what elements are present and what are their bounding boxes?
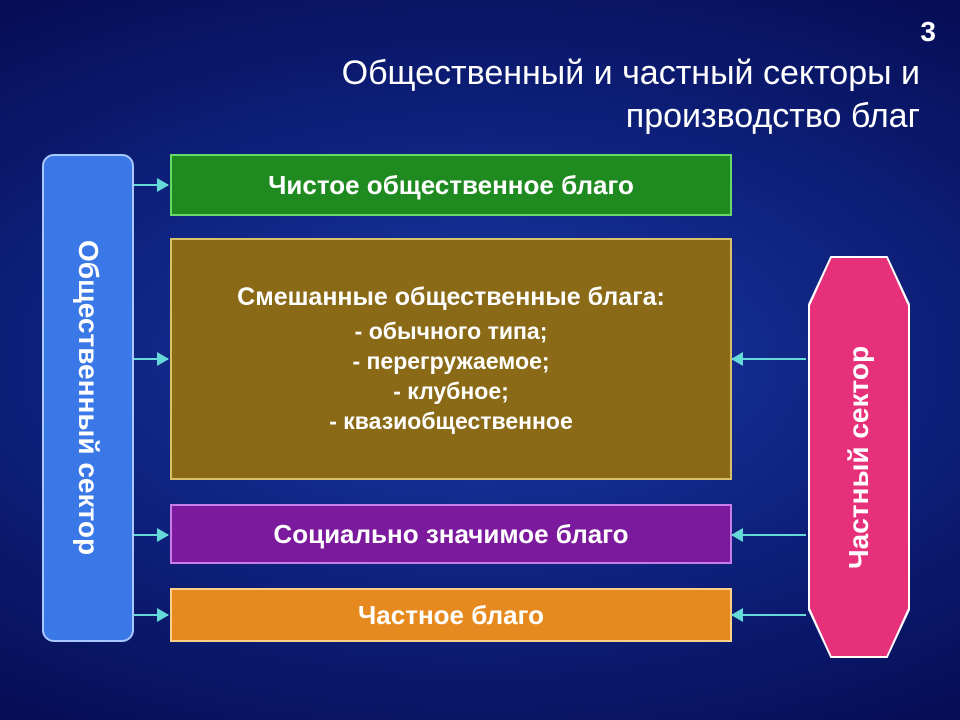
arrow-private-to-private-good: [732, 614, 806, 616]
arrow-public-to-private: [134, 614, 168, 616]
mixed-item-3: - квазиобщественное: [329, 407, 573, 437]
public-sector-column: Общественный сектор: [42, 154, 134, 642]
slide-title: Общественный и частный секторы и произво…: [190, 52, 920, 137]
pure-public-good-label: Чистое общественное благо: [268, 170, 634, 201]
arrow-public-to-social: [134, 534, 168, 536]
pure-public-good-box: Чистое общественное благо: [170, 154, 732, 216]
page-number: 3: [920, 16, 936, 48]
mixed-goods-box: Смешанные общественные блага: - обычного…: [170, 238, 732, 480]
mixed-goods-title: Смешанные общественные блага:: [237, 281, 665, 314]
mixed-item-0: - обычного типа;: [329, 317, 573, 347]
arrow-public-to-mixed: [134, 358, 168, 360]
social-good-label: Социально значимое благо: [273, 519, 628, 550]
arrow-private-to-social: [732, 534, 806, 536]
social-good-box: Социально значимое благо: [170, 504, 732, 564]
private-sector-label: Частный сектор: [843, 345, 875, 568]
arrow-private-to-mixed: [732, 358, 806, 360]
mixed-item-2: - клубное;: [329, 377, 573, 407]
private-sector-column: Частный сектор: [808, 256, 910, 658]
public-sector-label: Общественный сектор: [72, 240, 104, 555]
private-good-label: Частное благо: [358, 600, 544, 631]
private-good-box: Частное благо: [170, 588, 732, 642]
mixed-goods-list: - обычного типа; - перегружаемое; - клуб…: [329, 317, 573, 437]
mixed-item-1: - перегружаемое;: [329, 347, 573, 377]
arrow-public-to-pure: [134, 184, 168, 186]
